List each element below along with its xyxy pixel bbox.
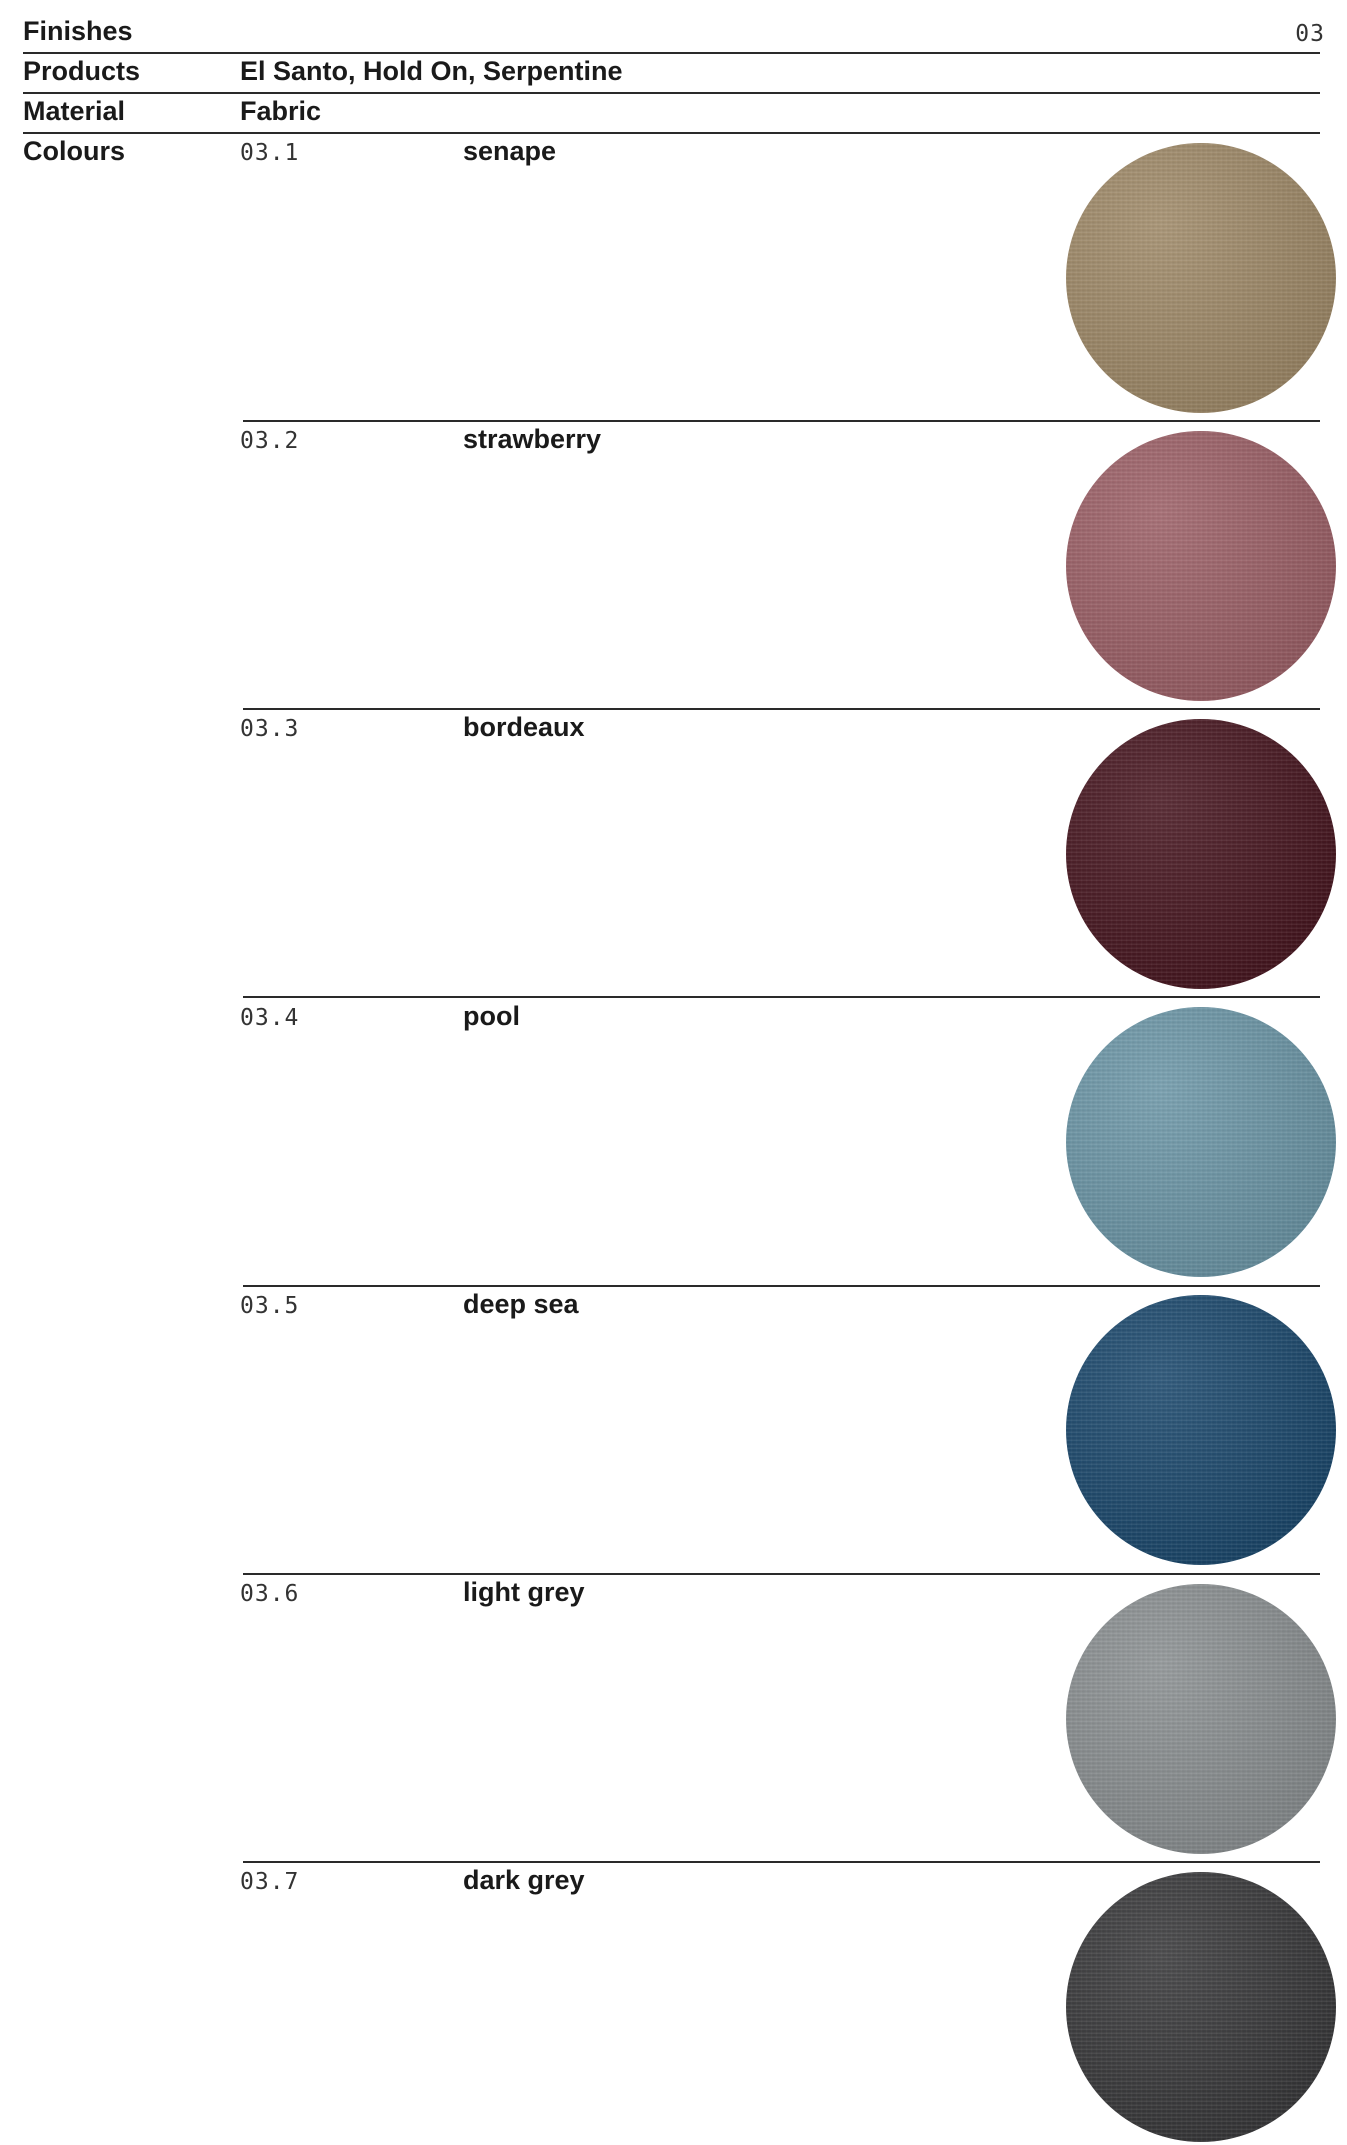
colour-code: 03.3 xyxy=(240,716,300,742)
fabric-swatch xyxy=(1066,1007,1336,1277)
colour-name: strawberry xyxy=(463,424,602,454)
swatch-texture xyxy=(1066,143,1336,413)
colours-label: Colours xyxy=(23,136,126,166)
material-value: Fabric xyxy=(240,96,322,126)
swatch-texture xyxy=(1066,1007,1336,1277)
swatch-texture xyxy=(1066,719,1336,989)
divider xyxy=(243,996,1320,998)
section-title: Finishes xyxy=(23,16,133,46)
divider xyxy=(243,1285,1320,1287)
divider xyxy=(243,1861,1320,1863)
fabric-swatch xyxy=(1066,431,1336,701)
fabric-swatch xyxy=(1066,1584,1336,1854)
divider xyxy=(23,52,1320,54)
colour-code: 03.2 xyxy=(240,428,300,454)
swatch-texture xyxy=(1066,1295,1336,1565)
colour-name: bordeaux xyxy=(463,712,585,742)
swatch-texture xyxy=(1066,431,1336,701)
colour-code: 03.5 xyxy=(240,1293,300,1319)
fabric-swatch xyxy=(1066,719,1336,989)
swatch-texture xyxy=(1066,1872,1336,2142)
section-number: 03 xyxy=(1295,21,1325,47)
colour-name: dark grey xyxy=(463,1865,585,1895)
fabric-swatch xyxy=(1066,143,1336,413)
products-label: Products xyxy=(23,56,141,86)
colour-code: 03.1 xyxy=(240,140,300,166)
divider xyxy=(23,132,1320,134)
fabric-swatch xyxy=(1066,1295,1336,1565)
colour-name: senape xyxy=(463,136,557,166)
colour-code: 03.6 xyxy=(240,1581,300,1607)
divider xyxy=(243,420,1320,422)
fabric-swatch xyxy=(1066,1872,1336,2142)
divider xyxy=(23,92,1320,94)
colour-code: 03.4 xyxy=(240,1005,300,1031)
material-label: Material xyxy=(23,96,126,126)
products-value: El Santo, Hold On, Serpentine xyxy=(240,56,623,86)
divider xyxy=(243,708,1320,710)
swatch-texture xyxy=(1066,1584,1336,1854)
divider xyxy=(243,1573,1320,1575)
colour-code: 03.7 xyxy=(240,1869,300,1895)
colour-name: light grey xyxy=(463,1577,585,1607)
colour-name: pool xyxy=(463,1001,520,1031)
colour-name: deep sea xyxy=(463,1289,579,1319)
